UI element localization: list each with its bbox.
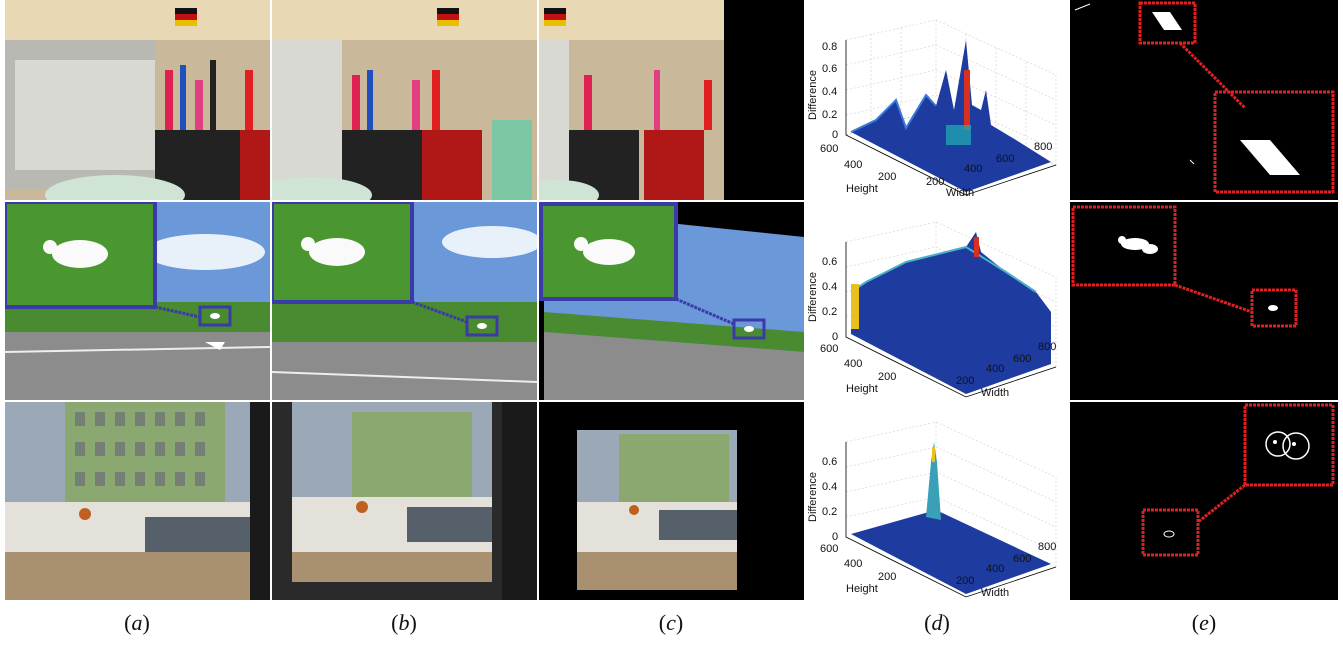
row1-col-c-photo	[539, 0, 804, 200]
row2-col-c-photo	[539, 202, 804, 400]
row3-width-tick-600: 600	[1013, 553, 1031, 565]
row3-height-tick-400: 400	[844, 558, 862, 570]
row2-ztick-1: 0.2	[822, 306, 837, 318]
row2-ztick-0: 0	[832, 331, 838, 343]
row2-detection-mask	[1070, 202, 1338, 400]
row3-ztick-0: 0	[832, 531, 838, 543]
row1-height-tick-400: 400	[844, 159, 862, 171]
row1-xlabel: Width	[946, 187, 974, 199]
row1-height-tick-200: 200	[878, 171, 896, 183]
row3-col-c-photo	[539, 402, 804, 600]
row2-height-tick-600: 600	[820, 343, 838, 355]
row1-width-tick-600: 600	[996, 153, 1014, 165]
row3-height-tick-200: 200	[878, 571, 896, 583]
row1-ztick-4: 0.8	[822, 41, 837, 53]
row1-ztick-1: 0.2	[822, 109, 837, 121]
row2-difference-surface-plot: Difference 0 0.2 0.4 0.6 600 400 200 Hei…	[806, 202, 1068, 400]
row3-width-tick-400: 400	[986, 563, 1004, 575]
caption-b: (b)	[391, 610, 417, 635]
row1-ztick-3: 0.6	[822, 63, 837, 75]
row3-zlabel: Difference	[807, 472, 819, 522]
row1-ylabel: Height	[846, 183, 878, 195]
row3-ztick-1: 0.2	[822, 506, 837, 518]
row3-detection-mask	[1070, 402, 1338, 600]
row3-width-tick-200: 200	[956, 575, 974, 587]
row2-width-tick-200: 200	[956, 375, 974, 387]
row1-difference-surface-plot: Difference 0 0.2 0.4 0.6 0.8 600 400 200…	[806, 0, 1068, 200]
row2-height-tick-400: 400	[844, 358, 862, 370]
row1-detection-mask	[1070, 0, 1338, 200]
row1-width-tick-400: 400	[964, 163, 982, 175]
row2-col-a-photo	[5, 202, 270, 400]
row2-col-b-photo	[272, 202, 537, 400]
row1-col-a-photo	[5, 0, 270, 200]
row1-ztick-0: 0	[832, 129, 838, 141]
row1-zlabel: Difference	[807, 70, 819, 120]
row2-zlabel: Difference	[807, 272, 819, 322]
caption-e: (e)	[1191, 610, 1217, 635]
row2-width-tick-400: 400	[986, 363, 1004, 375]
row3-col-b-photo	[272, 402, 537, 600]
row3-ztick-3: 0.6	[822, 456, 837, 468]
caption-a: (a)	[124, 610, 150, 635]
row2-width-tick-600: 600	[1013, 353, 1031, 365]
row3-ylabel: Height	[846, 583, 878, 595]
row2-height-tick-200: 200	[878, 371, 896, 383]
row3-width-tick-800: 800	[1038, 541, 1056, 553]
row3-xlabel: Width	[981, 587, 1009, 599]
caption-c: (c)	[658, 610, 684, 635]
caption-d: (d)	[924, 610, 950, 635]
row3-ztick-2: 0.4	[822, 481, 837, 493]
row3-height-tick-600: 600	[820, 543, 838, 555]
row2-width-tick-800: 800	[1038, 341, 1056, 353]
row1-ztick-2: 0.4	[822, 86, 837, 98]
row1-width-tick-800: 800	[1034, 141, 1052, 153]
row3-col-a-photo	[5, 402, 270, 600]
row2-ztick-3: 0.6	[822, 256, 837, 268]
row3-difference-surface-plot: Difference 0 0.2 0.4 0.6 600 400 200 Hei…	[806, 402, 1068, 600]
row1-width-tick-200: 200	[926, 176, 944, 188]
row2-ylabel: Height	[846, 383, 878, 395]
row2-xlabel: Width	[981, 387, 1009, 399]
row1-height-tick-600: 600	[820, 143, 838, 155]
row1-col-b-photo	[272, 0, 537, 200]
row2-ztick-2: 0.4	[822, 281, 837, 293]
